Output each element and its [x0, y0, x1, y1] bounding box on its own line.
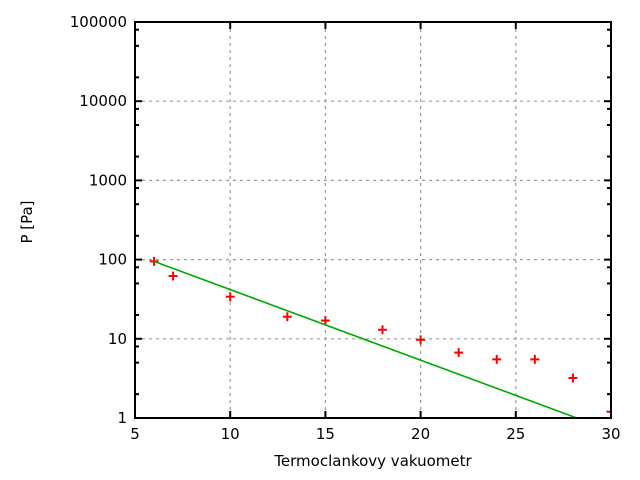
fit-line: [153, 260, 578, 418]
data-point-marker: [606, 407, 611, 417]
y-tick-label: 1000: [89, 171, 127, 189]
x-tick-label: 25: [506, 425, 525, 443]
y-axis-title: P [Pa]: [18, 200, 36, 244]
y-tick-label: 100000: [70, 13, 127, 31]
x-tick-label: 30: [601, 425, 620, 443]
x-tick-label: 20: [411, 425, 430, 443]
data-point-marker: [492, 354, 502, 364]
y-tick-label: 1: [117, 409, 127, 427]
data-point-marker: [530, 354, 540, 364]
x-axis-title: Termoclankovy vakuometr: [274, 452, 472, 470]
data-point-marker: [454, 348, 464, 358]
data-point-marker: [282, 312, 292, 322]
x-tick-label: 15: [316, 425, 335, 443]
y-tick-label: 100: [98, 251, 127, 269]
data-point-marker: [416, 335, 426, 345]
data-point-marker: [320, 316, 330, 326]
y-tick-label: 10000: [79, 92, 127, 110]
data-point-marker: [168, 271, 178, 281]
data-layer: [149, 256, 611, 418]
x-tick-label: 5: [130, 425, 140, 443]
plot-border: [134, 21, 612, 419]
x-tick-label: 10: [221, 425, 240, 443]
data-point-marker: [568, 373, 578, 383]
data-point-marker: [378, 325, 388, 335]
y-tick-label: 10: [108, 330, 127, 348]
data-point-marker: [225, 292, 235, 302]
